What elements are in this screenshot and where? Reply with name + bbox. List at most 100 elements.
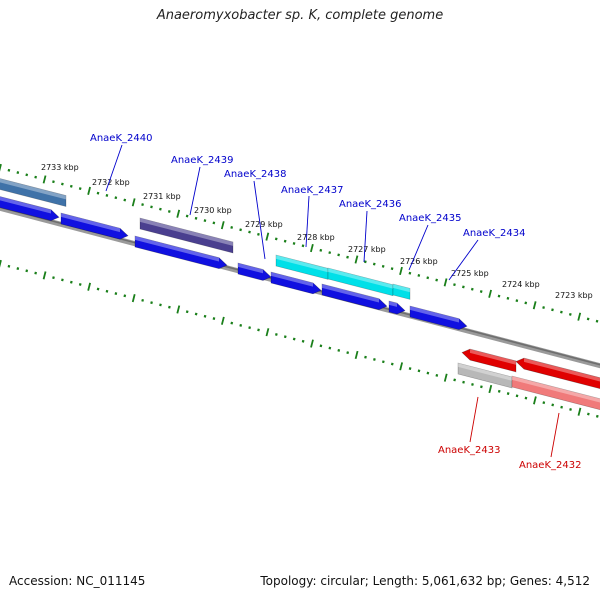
cds-blue-3[interactable] (134, 235, 228, 269)
outer-tick (479, 290, 483, 293)
gene-label[interactable]: AnaeK_2434 (463, 228, 525, 239)
outer-tick (381, 264, 385, 268)
gene-leader-line (469, 396, 479, 443)
gene-label[interactable]: AnaeK_2436 (339, 199, 401, 210)
gene-label[interactable]: AnaeK_2438 (224, 169, 286, 180)
cds-blue-2[interactable] (60, 212, 129, 240)
inner-tick (123, 294, 127, 298)
cds-gray-1-highlight (458, 363, 512, 381)
outer-tick (96, 191, 100, 195)
cds-blue-7[interactable] (388, 300, 406, 315)
gene-label[interactable]: AnaeK_2432 (519, 460, 581, 471)
cds-anaek-2440[interactable] (0, 178, 67, 207)
inner-tick (480, 385, 483, 389)
inner-tick (417, 369, 421, 373)
genome-stats-text: Topology: circular; Length: 5,061,632 bp… (260, 574, 590, 588)
outer-tick (390, 267, 394, 271)
cds-blue-4[interactable] (237, 262, 272, 281)
outer-tick (524, 301, 528, 305)
inner-tick (239, 323, 243, 327)
inner-tick (96, 287, 100, 291)
gene-label[interactable]: AnaeK_2433 (438, 445, 500, 456)
cds-anaek-2433[interactable] (461, 348, 517, 373)
inner-tick (185, 310, 189, 314)
outer-tick (203, 219, 207, 223)
outer-tick (131, 198, 136, 207)
accession-text: Accession: NC_011145 (9, 574, 146, 588)
scale-labels: 2733 kbp 2732 kbp 2731 kbp 2730 kbp 2729 kbp… (41, 163, 593, 300)
inner-tick (569, 408, 572, 411)
outer-tick (16, 171, 20, 175)
inner-tick (292, 337, 296, 341)
inner-tick (354, 350, 359, 360)
inner-tick (577, 407, 582, 416)
outer-tick (114, 196, 118, 200)
gene-labels: AnaeK_2440 AnaeK_2439 AnaeK_2438 AnaeK_2437… (90, 133, 581, 471)
cds-blue-4-highlight (238, 263, 263, 274)
inner-tick (52, 276, 55, 280)
gene-label[interactable]: AnaeK_2437 (281, 185, 343, 196)
cds-red-2[interactable] (515, 357, 600, 389)
cds-anaek-2436[interactable] (327, 267, 394, 297)
gene-label[interactable]: AnaeK_2439 (171, 155, 233, 166)
scale-label: 2729 kbp (245, 220, 283, 229)
inner-tick (0, 259, 2, 268)
gene-leader-line (448, 239, 479, 281)
inner-tick (248, 326, 251, 330)
cds-anaek-2432[interactable] (511, 375, 600, 411)
cds-anaek-2437-highlight (276, 255, 328, 273)
outer-tick (586, 317, 590, 321)
scale-label: 2727 kbp (348, 245, 386, 254)
inner-tick (168, 305, 171, 309)
outer-tick (497, 294, 501, 298)
outer-tick (248, 230, 251, 234)
gene-label[interactable]: AnaeK_2440 (90, 133, 152, 144)
outer-tick (417, 274, 421, 277)
outer-tick (0, 163, 2, 172)
inner-tick (390, 362, 394, 366)
cds-anaek-2435[interactable] (392, 283, 411, 300)
map-title: Anaeromyxobacter sp. K, complete genome (156, 8, 444, 23)
outer-tick (399, 266, 403, 276)
outer-tick (319, 248, 323, 252)
scale-label: 2725 kbp (451, 269, 489, 278)
inner-tick (533, 396, 537, 405)
gene-leader-line (550, 412, 560, 458)
inner-tick (203, 314, 207, 318)
inner-tick (373, 358, 376, 361)
cds-blue-6[interactable] (321, 283, 388, 311)
cds-anaek-2437[interactable] (275, 254, 329, 280)
inner-tick (69, 280, 73, 284)
outer-tick (515, 299, 519, 303)
inner-tick (408, 367, 412, 371)
outer-tick (52, 180, 55, 184)
outer-tick (194, 216, 198, 220)
inner-tick (283, 335, 287, 339)
outer-tick (568, 312, 572, 316)
cds-blue-1[interactable] (0, 196, 60, 221)
outer-tick (301, 244, 305, 248)
cds-anaek-2434[interactable] (409, 305, 468, 330)
gene-leader-line (253, 180, 266, 260)
cds-blue-5[interactable] (270, 271, 322, 295)
inner-tick (7, 264, 11, 268)
cds-gray-1[interactable] (457, 362, 513, 389)
inner-tick (328, 346, 332, 350)
inner-tick (399, 362, 404, 371)
inner-tick (42, 271, 47, 280)
cds-blue-6-highlight (322, 284, 379, 303)
cds-anaek-2439[interactable] (139, 217, 234, 254)
outer-tick (167, 210, 171, 213)
outer-tick (532, 301, 537, 310)
inner-tick (462, 380, 465, 384)
inner-tick (78, 283, 82, 286)
gene-leader-line (408, 224, 429, 271)
gene-label[interactable]: AnaeK_2435 (399, 213, 461, 224)
outer-tick (34, 175, 38, 179)
cds-blue-7-highlight (389, 301, 397, 307)
inner-tick (426, 371, 430, 375)
scale-label: 2726 kbp (400, 257, 438, 266)
inner-tick (488, 384, 493, 394)
outer-tick (328, 251, 332, 255)
